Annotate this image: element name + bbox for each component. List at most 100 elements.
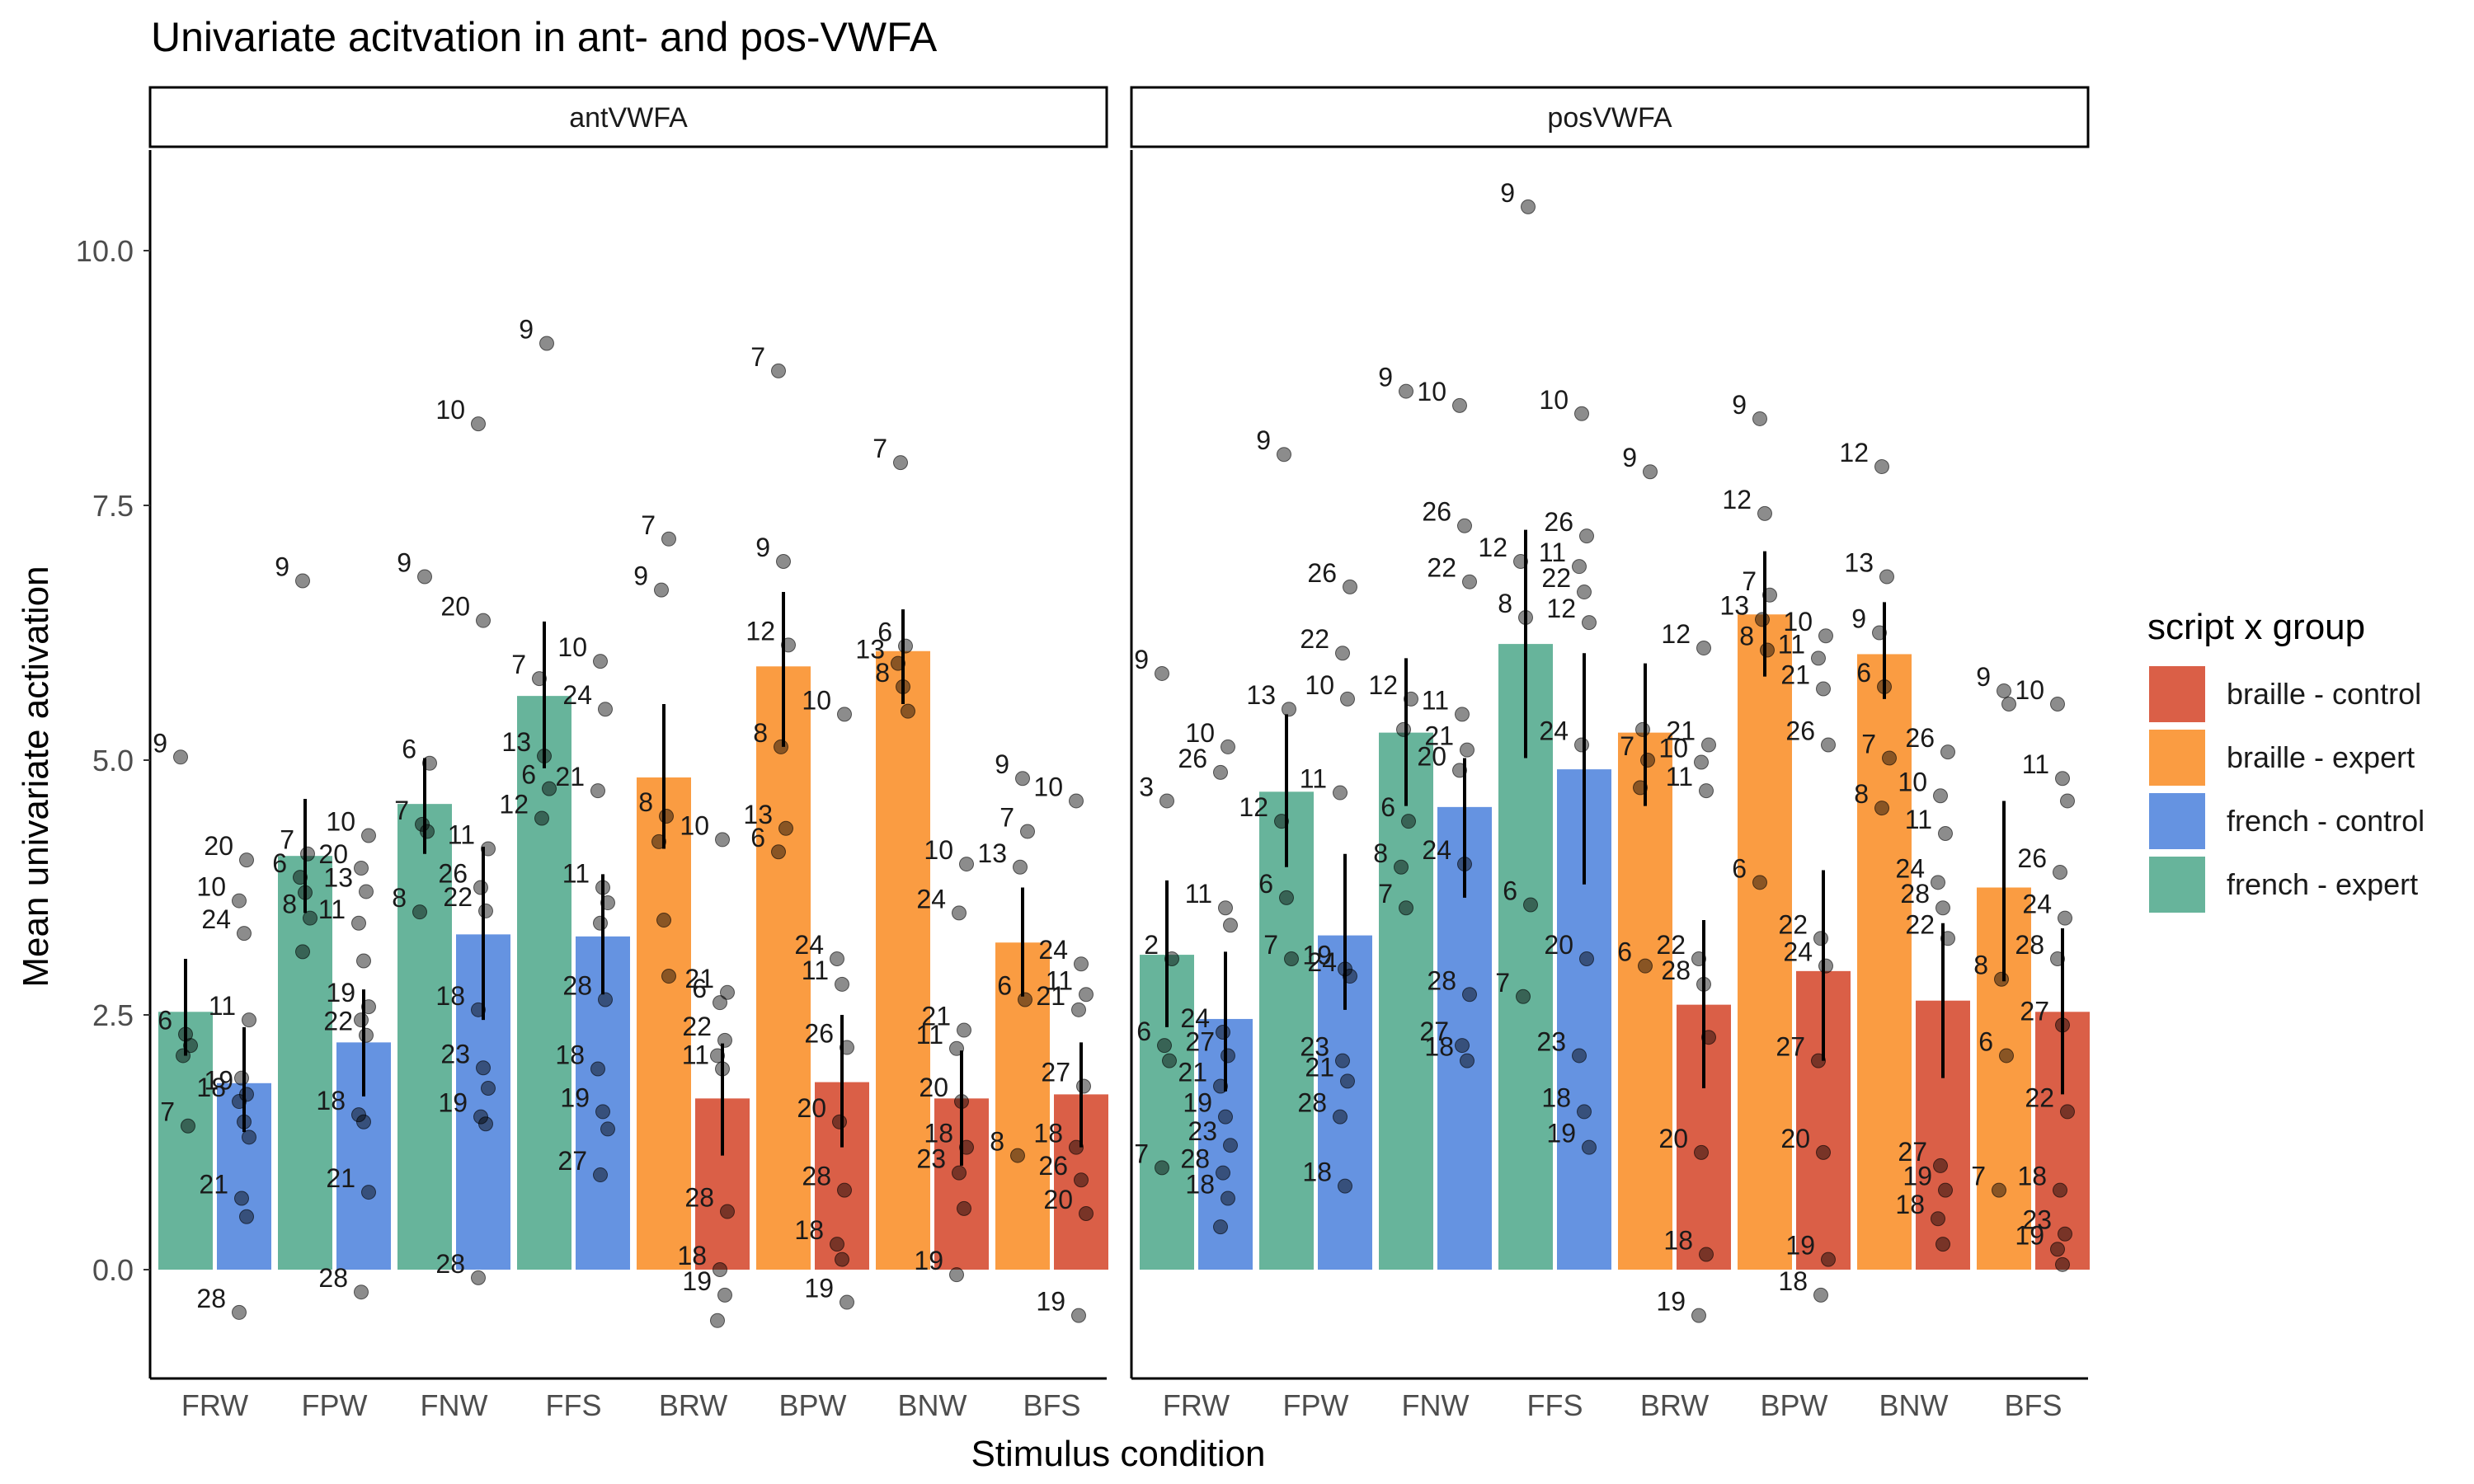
data-point — [1069, 1139, 1084, 1155]
data-point — [1074, 1172, 1089, 1188]
data-point — [1164, 951, 1179, 967]
data-point — [959, 1139, 974, 1155]
point-label: 26 — [2017, 843, 2047, 873]
data-point — [1213, 764, 1228, 780]
point-label: 22 — [682, 1012, 712, 1041]
data-point — [1516, 989, 1531, 1004]
point-label: 8 — [875, 658, 890, 688]
bar — [397, 804, 452, 1270]
data-point — [173, 749, 188, 765]
point-label: 9 — [1134, 645, 1149, 674]
data-point — [590, 1061, 605, 1077]
point-label: 13 — [855, 635, 885, 665]
point-label: 18 — [1033, 1119, 1063, 1148]
point-label: 8 — [392, 883, 407, 913]
data-point — [1279, 890, 1294, 905]
point-label: 6 — [877, 618, 892, 647]
point-label: 8 — [990, 1127, 1004, 1157]
data-point — [1155, 1160, 1169, 1176]
legend-label: braille - expert — [2227, 740, 2415, 774]
point-label: 10 — [1539, 385, 1569, 415]
point-label: 18 — [1663, 1225, 1693, 1255]
data-point — [1760, 642, 1775, 658]
point-label: 7 — [1495, 968, 1510, 998]
data-point — [1582, 615, 1597, 631]
data-point — [1216, 1025, 1230, 1040]
point-label: 18 — [1424, 1032, 1454, 1062]
point-label: 19 — [204, 1065, 233, 1095]
data-point — [1879, 569, 1894, 585]
point-label: 10 — [1033, 772, 1063, 801]
point-label: 8 — [1973, 951, 1988, 980]
data-point — [1579, 951, 1594, 967]
data-point — [234, 1070, 249, 1086]
data-point — [1935, 1237, 1950, 1252]
point-label: 28 — [562, 970, 592, 1000]
point-label: 24 — [2022, 890, 2052, 919]
point-label: 12 — [1239, 792, 1268, 822]
point-label: 13 — [501, 727, 531, 757]
point-label: 7 — [641, 510, 656, 540]
point-label: 21 — [199, 1169, 228, 1199]
point-label: 23 — [2022, 1205, 2052, 1235]
x-tick-label: BFS — [2004, 1388, 2062, 1422]
point-label: 20 — [204, 831, 233, 861]
data-point — [2050, 697, 2065, 712]
legend-swatch — [2149, 730, 2205, 786]
bars-group — [158, 650, 1108, 1270]
data-point — [239, 852, 254, 868]
point-label: 22 — [1778, 909, 1808, 939]
point-label: 9 — [755, 533, 770, 562]
point-label: 12 — [1722, 485, 1752, 514]
point-label: 12 — [1839, 438, 1869, 467]
data-point — [713, 995, 727, 1011]
data-point — [1333, 1109, 1348, 1125]
data-point — [1872, 625, 1887, 641]
data-point — [351, 915, 366, 931]
data-point — [1338, 961, 1352, 977]
point-label: 28 — [1180, 1144, 1210, 1174]
point-label: 24 — [1307, 947, 1337, 977]
data-point — [893, 455, 908, 471]
point-label: 23 — [916, 1144, 946, 1174]
x-tick-label: FFS — [1527, 1388, 1583, 1422]
data-point — [239, 1209, 254, 1224]
point-label: 27 — [1185, 1026, 1215, 1056]
point-label: 22 — [323, 1007, 353, 1036]
data-point — [1574, 737, 1589, 753]
point-label: 3 — [1139, 772, 1154, 801]
data-point — [1223, 1138, 1238, 1153]
point-label: 18 — [555, 1040, 585, 1070]
point-label: 22 — [1427, 553, 1456, 583]
point-label: 9 — [519, 314, 534, 344]
point-label: 11 — [916, 1020, 943, 1050]
data-point — [661, 531, 676, 547]
data-point — [1813, 931, 1828, 946]
data-point — [1813, 1287, 1828, 1303]
point-label: 10 — [1658, 733, 1688, 763]
bar — [278, 856, 332, 1270]
data-point — [1757, 505, 1772, 521]
data-point — [1020, 824, 1035, 839]
data-point — [1282, 702, 1296, 717]
points-group — [173, 336, 1094, 1328]
data-point — [598, 992, 613, 1007]
data-point — [957, 1200, 971, 1216]
point-label: 18 — [316, 1086, 346, 1115]
data-point — [651, 834, 666, 849]
point-label: 24 — [1180, 1003, 1210, 1033]
data-point — [1811, 1053, 1826, 1068]
x-tick-label: FRW — [181, 1388, 248, 1422]
data-point — [1457, 857, 1472, 872]
data-point — [1938, 825, 1953, 841]
point-label: 19 — [2015, 1220, 2044, 1250]
data-point — [1931, 1211, 1945, 1227]
data-point — [2053, 1182, 2067, 1198]
data-point — [476, 613, 491, 628]
data-point — [361, 1185, 376, 1200]
data-point — [534, 810, 549, 826]
data-point — [1640, 753, 1655, 768]
legend-label: french - expert — [2227, 867, 2418, 901]
x-tick-label: BFS — [1023, 1388, 1080, 1422]
data-point — [359, 1027, 374, 1043]
